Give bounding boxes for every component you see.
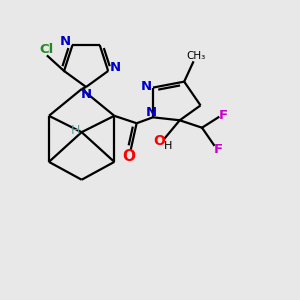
Text: H: H [164, 140, 172, 151]
Text: F: F [214, 143, 223, 156]
Text: CH₃: CH₃ [186, 51, 206, 62]
Text: O: O [123, 149, 136, 164]
Text: N: N [110, 61, 121, 74]
Text: N: N [141, 80, 152, 93]
Text: F: F [219, 109, 228, 122]
Text: Cl: Cl [39, 43, 53, 56]
Text: N: N [80, 88, 92, 101]
Text: N: N [59, 35, 70, 48]
Text: H: H [70, 124, 80, 137]
Text: N: N [146, 106, 157, 119]
Text: O: O [154, 134, 165, 148]
